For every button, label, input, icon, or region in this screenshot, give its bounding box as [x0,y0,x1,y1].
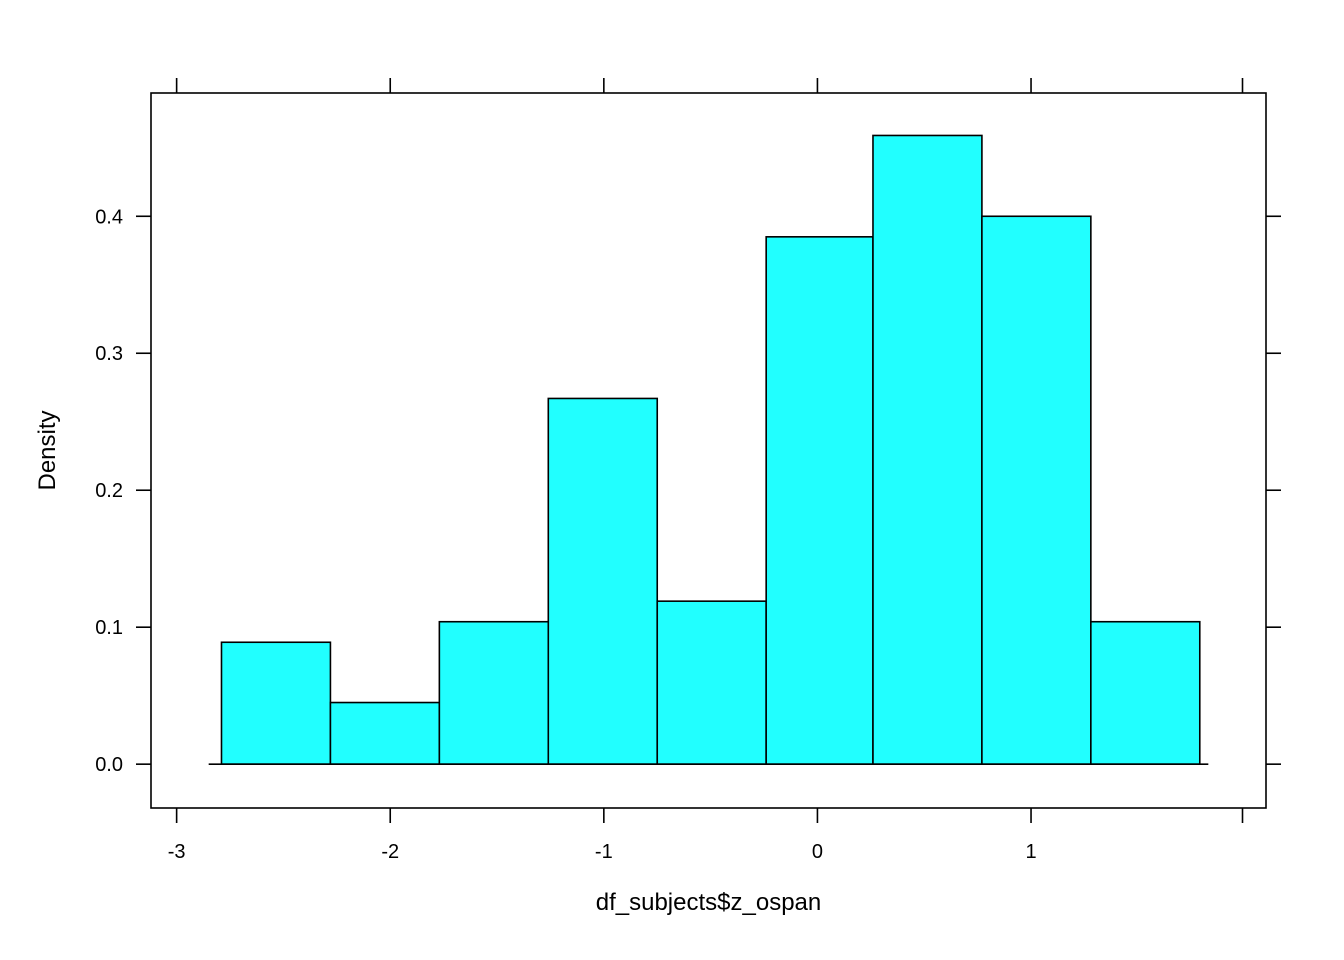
y-axis-ticks [136,215,1281,765]
histogram-bar-2 [329,701,441,765]
histogram-bar-7 [872,134,983,765]
x-tick-label: -3 [168,841,186,863]
y-tick-label: 0.0 [95,754,123,776]
plot-frame [150,92,1267,809]
x-axis-ticks [175,78,1244,823]
histogram-bar-6 [765,236,874,765]
y-axis-label: Density [34,410,61,490]
x-tick-label: 0 [812,841,823,863]
histogram-bar-8 [981,215,1092,765]
histogram-bar-9 [1090,620,1201,765]
histogram-bar-1 [220,641,332,765]
x-tick-label: 1 [1025,841,1036,863]
y-tick-label: 0.4 [95,206,123,228]
y-tick-label: 0.2 [95,480,123,502]
y-axis-tick-labels: 0.0 0.1 0.2 0.3 0.4 [95,206,123,776]
histogram-bar-4 [547,397,659,765]
x-axis-tick-labels: -3 -2 -1 0 1 [168,841,1037,863]
x-axis-label: df_subjects$z_ospan [596,889,822,916]
histogram-bar-3 [438,620,550,765]
y-tick-label: 0.3 [95,343,123,365]
x-tick-label: -2 [381,841,399,863]
x-tick-label: -1 [595,841,613,863]
histogram-bar-5 [656,600,767,765]
y-tick-label: 0.1 [95,617,123,639]
histogram-bars [220,134,1201,765]
